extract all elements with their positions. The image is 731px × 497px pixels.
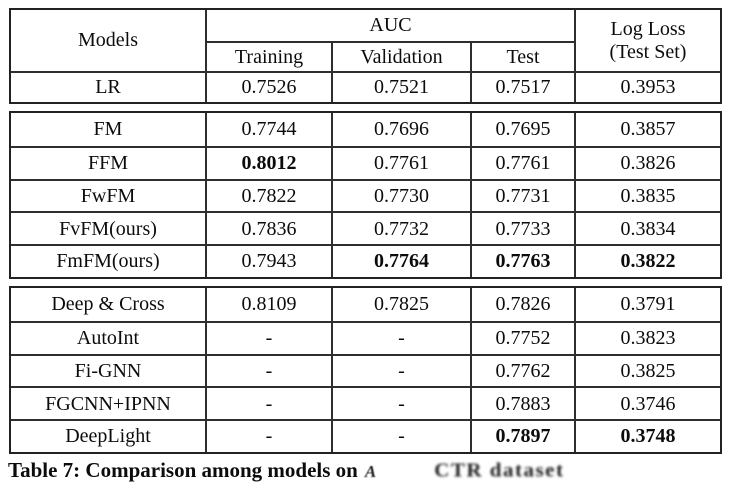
results-table-fm-section: FM 0.7744 0.7696 0.7695 0.3857 FFM 0.801… bbox=[9, 111, 722, 279]
caption-obscured-symbol: A bbox=[364, 462, 377, 481]
training-column-header: Training bbox=[205, 40, 331, 71]
model-cell: FmFM(ours) bbox=[11, 244, 205, 277]
value-cell: - bbox=[331, 419, 470, 452]
value-cell: 0.7730 bbox=[331, 178, 470, 212]
value-cell: 0.8109 bbox=[205, 288, 331, 321]
value-cell-best: 0.3822 bbox=[574, 244, 720, 277]
value-cell: - bbox=[205, 419, 331, 452]
value-cell-best: 0.8012 bbox=[205, 145, 331, 179]
caption-obscured-dataset-text: CTR dataset bbox=[434, 458, 565, 482]
value-cell: 0.7696 bbox=[331, 113, 470, 146]
table-caption: Table 7: Comparison among models on A CT… bbox=[8, 458, 723, 483]
value-cell: 0.3826 bbox=[574, 145, 720, 179]
model-cell: FFM bbox=[11, 145, 205, 179]
value-cell: 0.7517 bbox=[470, 71, 574, 102]
value-cell: 0.7826 bbox=[470, 288, 574, 321]
value-cell: 0.7836 bbox=[205, 211, 331, 245]
value-cell: - bbox=[331, 320, 470, 354]
validation-column-header: Validation bbox=[331, 40, 470, 71]
model-cell: FwFM bbox=[11, 178, 205, 212]
results-table-header-section: Models AUC Log Loss (Test Set) Training … bbox=[9, 8, 722, 104]
model-cell: FGCNN+IPNN bbox=[11, 386, 205, 419]
model-cell: FM bbox=[93, 118, 123, 141]
auc-group-header: AUC bbox=[205, 10, 574, 41]
logloss-header-line2: (Test Set) bbox=[609, 40, 687, 63]
table-caption-text: Table 7: Comparison among models on bbox=[8, 458, 358, 482]
value-cell: 0.7762 bbox=[470, 353, 574, 387]
model-cell: DeepLight bbox=[11, 419, 205, 452]
value-cell: - bbox=[205, 386, 331, 420]
value-cell: 0.7526 bbox=[205, 71, 331, 102]
model-cell: Deep & Cross bbox=[51, 293, 165, 316]
value-cell: 0.7695 bbox=[470, 113, 574, 146]
value-cell: 0.3857 bbox=[574, 113, 720, 146]
value-cell: 0.7744 bbox=[205, 113, 331, 146]
value-cell-best: 0.7897 bbox=[470, 419, 574, 452]
model-cell: LR bbox=[11, 71, 205, 102]
value-cell: 0.3791 bbox=[574, 288, 720, 321]
value-cell: 0.3746 bbox=[574, 386, 720, 420]
value-cell: 0.7521 bbox=[331, 71, 470, 102]
value-cell: 0.7761 bbox=[470, 145, 574, 179]
value-cell: 0.7752 bbox=[470, 320, 574, 354]
value-cell: 0.7825 bbox=[331, 288, 470, 321]
value-cell: 0.3825 bbox=[574, 353, 720, 387]
value-cell: 0.7761 bbox=[331, 145, 470, 179]
value-cell-best: 0.7763 bbox=[470, 244, 574, 277]
value-cell: 0.7943 bbox=[205, 244, 331, 277]
value-cell: 0.3834 bbox=[574, 211, 720, 245]
logloss-column-header: Log Loss (Test Set) bbox=[574, 10, 720, 71]
value-cell: - bbox=[205, 320, 331, 354]
logloss-header-line1: Log Loss bbox=[610, 18, 686, 41]
value-cell-best: 0.3748 bbox=[574, 419, 720, 452]
value-cell: 0.7731 bbox=[470, 178, 574, 212]
value-cell: - bbox=[331, 353, 470, 387]
model-cell: AutoInt bbox=[11, 320, 205, 354]
models-column-header: Models bbox=[78, 29, 138, 52]
value-cell: 0.3823 bbox=[574, 320, 720, 354]
value-cell: 0.7822 bbox=[205, 178, 331, 212]
value-cell: - bbox=[205, 353, 331, 387]
model-cell: Fi-GNN bbox=[11, 353, 205, 387]
value-cell-best: 0.7764 bbox=[331, 244, 470, 277]
value-cell: 0.7733 bbox=[470, 211, 574, 245]
model-cell: FvFM(ours) bbox=[11, 211, 205, 244]
value-cell: 0.7732 bbox=[331, 211, 470, 245]
value-cell: - bbox=[331, 386, 470, 420]
value-cell: 0.3953 bbox=[574, 71, 720, 102]
value-cell: 0.7883 bbox=[470, 386, 574, 420]
results-table-deep-section: Deep & Cross 0.8109 0.7825 0.7826 0.3791… bbox=[9, 286, 722, 454]
value-cell: 0.3835 bbox=[574, 178, 720, 212]
test-column-header: Test bbox=[470, 40, 574, 71]
